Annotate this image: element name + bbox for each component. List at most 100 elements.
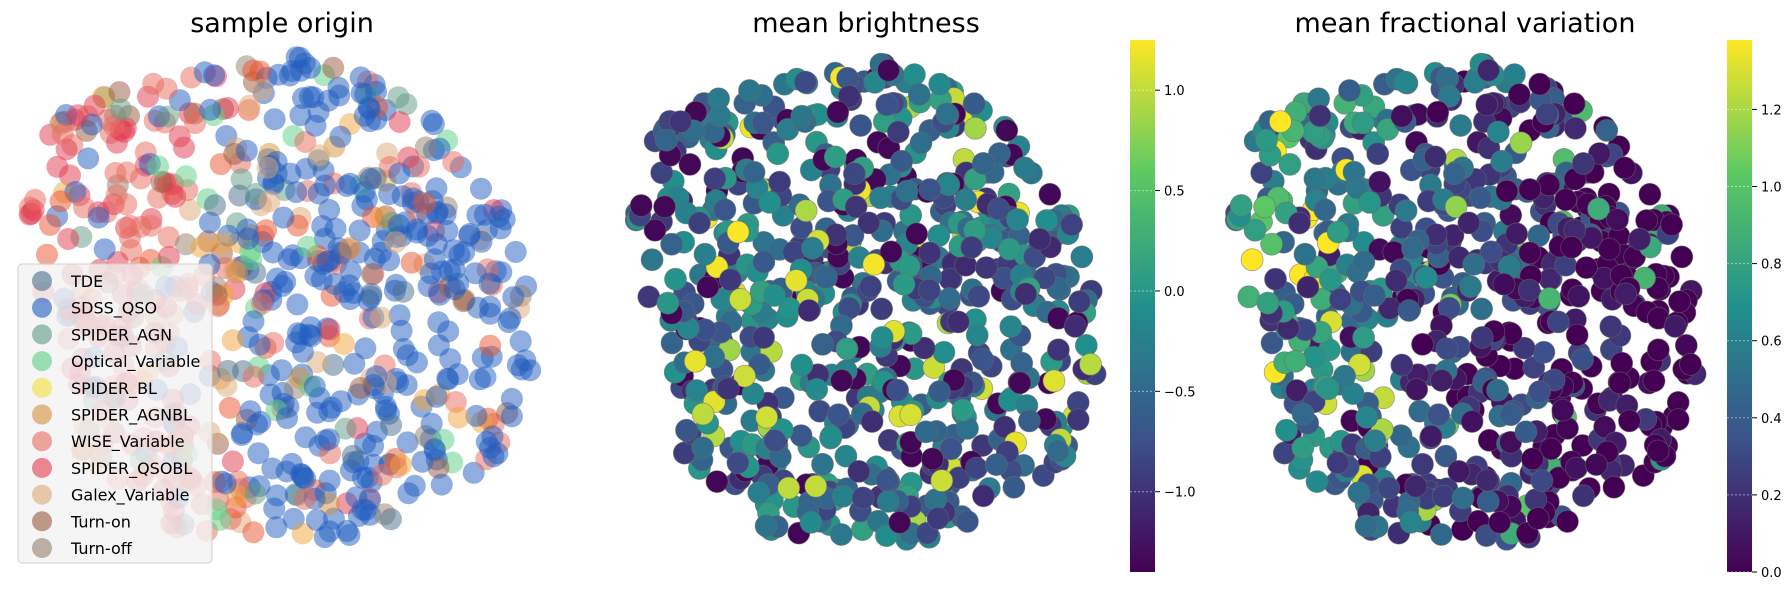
scatter-point bbox=[209, 509, 232, 531]
scatter-point bbox=[888, 511, 911, 534]
scatter-point bbox=[1419, 424, 1443, 448]
scatter-point bbox=[829, 523, 853, 546]
scatter-point bbox=[890, 149, 914, 173]
scatter-point bbox=[1571, 347, 1594, 371]
colorbar-tick-label: 1.2 bbox=[1761, 103, 1782, 118]
scatter-point bbox=[1608, 371, 1632, 395]
scatter-point bbox=[811, 332, 834, 356]
scatter-point bbox=[1430, 369, 1453, 392]
scatter-point bbox=[678, 152, 702, 176]
scatter-point bbox=[935, 102, 959, 126]
scatter-point bbox=[1358, 190, 1382, 214]
scatter-point bbox=[157, 226, 180, 249]
scatter-point bbox=[1663, 314, 1687, 338]
scatter-point bbox=[1275, 418, 1298, 442]
scatter-point bbox=[341, 444, 364, 467]
scatter-point bbox=[1354, 514, 1378, 538]
scatter-point bbox=[447, 406, 470, 429]
scatter-point bbox=[1512, 336, 1536, 360]
scatter-point bbox=[361, 263, 383, 286]
scatter-point bbox=[1028, 227, 1051, 251]
scatter-point bbox=[392, 280, 415, 303]
scatter-point bbox=[1243, 218, 1267, 242]
scatter-point bbox=[332, 333, 355, 355]
scatter-point bbox=[378, 183, 401, 206]
legend-marker bbox=[32, 404, 52, 425]
scatter-point bbox=[272, 206, 295, 229]
scatter-point bbox=[1002, 475, 1026, 499]
scatter-point bbox=[1014, 282, 1038, 306]
scatter-point bbox=[984, 453, 1008, 477]
legend-label: WISE_Variable bbox=[71, 432, 185, 452]
scatter-point bbox=[397, 482, 420, 505]
scatter-point bbox=[370, 306, 392, 329]
scatter-point bbox=[1469, 186, 1492, 210]
scatter-point bbox=[1507, 83, 1531, 106]
scatter-point bbox=[939, 437, 963, 461]
scatter-point bbox=[1602, 475, 1626, 499]
scatter-point bbox=[286, 293, 309, 316]
scatter-point bbox=[837, 84, 861, 108]
scatter-point bbox=[1363, 429, 1387, 453]
colorbar-tick-label: −0.5 bbox=[1164, 385, 1196, 400]
scatter-point bbox=[1574, 256, 1598, 280]
scatter-point bbox=[905, 222, 928, 246]
panel-title-sample-origin: sample origin bbox=[190, 8, 374, 39]
scatter-point bbox=[1316, 377, 1340, 401]
scatter-point bbox=[766, 142, 790, 166]
scatter-point bbox=[173, 136, 195, 159]
scatter-point bbox=[827, 403, 850, 427]
scatter-point bbox=[1556, 510, 1579, 533]
scatter-point bbox=[799, 510, 823, 534]
scatter-point bbox=[987, 197, 1010, 221]
scatter-point bbox=[343, 352, 366, 375]
scatter-point bbox=[938, 287, 961, 310]
scatter-point bbox=[937, 173, 961, 197]
scatter-point bbox=[972, 484, 995, 508]
scatter-point bbox=[814, 266, 838, 289]
scatter-point bbox=[1319, 268, 1342, 292]
scatter-point bbox=[1291, 402, 1315, 426]
scatter-point bbox=[1537, 173, 1561, 197]
scatter-point bbox=[965, 456, 988, 480]
scatter-point bbox=[1521, 447, 1544, 471]
scatter-point bbox=[218, 396, 241, 419]
scatter-point bbox=[349, 377, 372, 399]
scatter-point bbox=[479, 334, 502, 357]
scatter-point bbox=[719, 268, 742, 292]
scatter-point bbox=[276, 407, 298, 430]
scatter-point bbox=[932, 340, 956, 364]
scatter-point bbox=[87, 206, 110, 229]
scatter-point bbox=[826, 100, 850, 124]
scatter-point bbox=[1399, 510, 1423, 534]
scatter-point bbox=[414, 192, 436, 215]
scatter-point bbox=[1646, 439, 1670, 463]
scatter-point bbox=[474, 366, 497, 389]
scatter-point bbox=[318, 318, 341, 341]
scatter-point bbox=[147, 155, 170, 178]
legend-marker bbox=[32, 431, 52, 452]
scatter-point bbox=[249, 60, 272, 83]
scatter-point bbox=[493, 208, 516, 231]
scatter-point bbox=[175, 165, 197, 188]
scatter-point bbox=[198, 211, 221, 234]
scatter-point bbox=[804, 474, 828, 498]
scatter-point bbox=[971, 151, 995, 175]
scatter-point bbox=[918, 178, 942, 201]
scatter-point bbox=[406, 221, 428, 244]
scatter-point bbox=[360, 282, 383, 305]
scatter-point bbox=[1584, 453, 1608, 477]
scatter-point bbox=[1459, 275, 1482, 299]
scatter-point bbox=[157, 245, 180, 268]
scatter-point bbox=[354, 337, 377, 360]
colorbar-tick-label: −1.0 bbox=[1164, 486, 1196, 501]
scatter-point bbox=[77, 147, 100, 170]
scatter-point bbox=[1313, 198, 1337, 222]
scatter-point bbox=[751, 111, 775, 135]
scatter-point bbox=[1518, 241, 1542, 265]
scatter-point bbox=[411, 450, 434, 473]
scatter-point bbox=[660, 232, 683, 256]
scatter-point bbox=[437, 368, 460, 391]
scatter-point bbox=[777, 476, 801, 500]
